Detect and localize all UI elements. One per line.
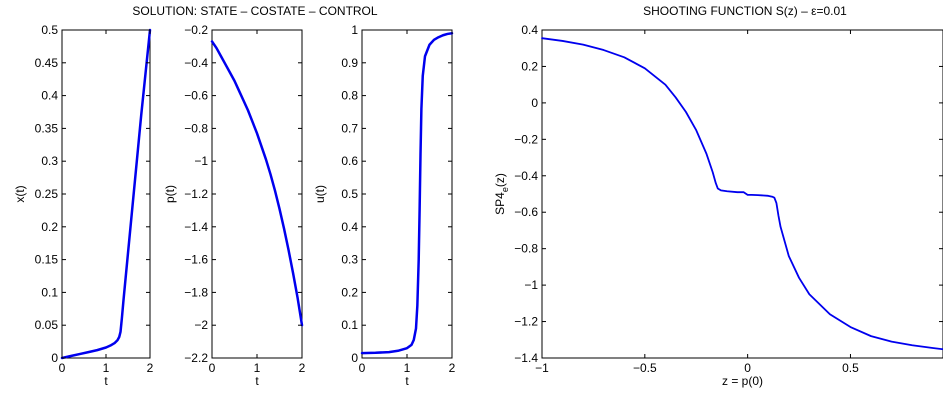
chart-3-x-axis-label: z = p(0) bbox=[722, 374, 763, 388]
chart-3-y-tick-label: −0.4 bbox=[514, 169, 538, 183]
chart-0-y-tick-label: 0.25 bbox=[35, 187, 59, 201]
chart-1-axes-frame bbox=[211, 29, 303, 359]
chart-3-series-0-line bbox=[541, 37, 943, 351]
chart-2-y-tick-label: 0.5 bbox=[341, 187, 358, 201]
chart-0-y-tick-label: 0.15 bbox=[35, 253, 59, 267]
chart-3-y-tick-label: −0.2 bbox=[514, 132, 538, 146]
chart-1-y-tick-label: −1 bbox=[194, 154, 208, 168]
chart-2-y-tick-label: 0.9 bbox=[341, 56, 358, 70]
chart-3-y-axis-label: SP4e(z) bbox=[493, 173, 510, 215]
chart-0-x-tick-label: 1 bbox=[103, 361, 110, 375]
chart-3-y-tick-label: −0.6 bbox=[514, 205, 538, 219]
chart-2-series-0-line bbox=[360, 32, 454, 355]
chart-0-y-tick-label: 0.1 bbox=[41, 285, 58, 299]
chart-3-y-axis-label-suffix: (z) bbox=[493, 173, 507, 187]
chart-0-x-tick-label: 2 bbox=[147, 361, 154, 375]
chart-3-x-tick-label: −1 bbox=[535, 361, 549, 375]
chart-1-y-tick-label: −2.2 bbox=[184, 351, 208, 365]
state-subplot: 0 1 2 0 0.05 0.1 0.15 0.2 0.25 0.3 0.35 0.4 0.45 0.5 t… bbox=[13, 23, 154, 388]
costate-subplot: 0 1 2 −2.2 −2 −1.8 −1.6 −1.4 −1.2 −1 −0.8 −0.6 −0.4 −… bbox=[163, 23, 306, 388]
chart-2-y-tick-label: 0.8 bbox=[341, 89, 358, 103]
chart-3-y-tick-label: −1 bbox=[524, 278, 538, 292]
chart-2-x-tick-label: 1 bbox=[404, 361, 411, 375]
chart-1-y-axis-label: p(t) bbox=[163, 185, 177, 203]
chart-1-y-tick-label: −0.4 bbox=[184, 56, 208, 70]
chart-1-x-tick-label: 1 bbox=[254, 361, 261, 375]
shooting-function-subplot: −1 −0.5 0 0.5 −1.4 −1.2 −1 −0.8 −0.6 −0.4 −0.2 0 0.2… bbox=[493, 23, 943, 388]
chart-1-x-tick-label: 0 bbox=[209, 361, 216, 375]
chart-2-y-tick-label: 0.2 bbox=[341, 285, 358, 299]
chart-2-y-tick-label: 0.3 bbox=[341, 253, 358, 267]
chart-2-x-axis-label: t bbox=[405, 374, 409, 388]
chart-0-y-tick-label: 0.35 bbox=[35, 121, 59, 135]
chart-3-axes-frame bbox=[541, 29, 943, 359]
chart-3-y-axis-label-subscript: e bbox=[500, 187, 510, 192]
chart-1-y-tick-label: −1.2 bbox=[184, 187, 208, 201]
chart-1-y-tick-label: −1.4 bbox=[184, 220, 208, 234]
chart-0-y-tick-label: 0.45 bbox=[35, 56, 59, 70]
left-figure-title: SOLUTION: STATE – COSTATE – CONTROL bbox=[132, 4, 377, 18]
chart-0-series-0-line bbox=[60, 28, 152, 360]
chart-0-y-tick-label: 0.4 bbox=[41, 89, 58, 103]
chart-0-y-tick-label: 0 bbox=[51, 351, 58, 365]
chart-1-y-tick-label: −1.6 bbox=[184, 253, 208, 267]
chart-0-y-tick-label: 0.3 bbox=[41, 154, 58, 168]
right-figure-title: SHOOTING FUNCTION S(z) – ε=0.01 bbox=[643, 4, 847, 18]
chart-2-y-tick-label: 0 bbox=[351, 351, 358, 365]
chart-0-y-tick-label: 0.05 bbox=[35, 318, 59, 332]
chart-1-x-tick-label: 2 bbox=[299, 361, 306, 375]
chart-0-y-tick-label: 0.2 bbox=[41, 220, 58, 234]
chart-2-axes-frame bbox=[361, 29, 453, 359]
chart-2-y-tick-label: 0.4 bbox=[341, 220, 358, 234]
chart-2-y-tick-label: 0.1 bbox=[341, 318, 358, 332]
chart-0-y-axis-label: x(t) bbox=[13, 185, 27, 202]
chart-0-axes-frame bbox=[61, 29, 151, 359]
chart-3-y-tick-label: −1.4 bbox=[514, 351, 538, 365]
chart-3-y-tick-label: 0.2 bbox=[521, 59, 538, 73]
chart-0-x-axis-label: t bbox=[104, 374, 108, 388]
chart-3-x-tick-label: −0.5 bbox=[633, 361, 657, 375]
chart-3-x-tick-label: 0.5 bbox=[842, 361, 859, 375]
chart-1-y-tick-label: −0.8 bbox=[184, 121, 208, 135]
chart-1-series-0-line bbox=[210, 40, 304, 327]
chart-3-y-tick-label: −0.8 bbox=[514, 242, 538, 256]
chart-2-y-tick-label: 1 bbox=[351, 23, 358, 37]
chart-3-y-tick-label: −1.2 bbox=[514, 315, 538, 329]
chart-1-y-tick-label: −0.6 bbox=[184, 89, 208, 103]
chart-3-y-tick-label: 0 bbox=[531, 96, 538, 110]
chart-1-y-tick-label: −0.2 bbox=[184, 23, 208, 37]
chart-3-y-tick-label: 0.4 bbox=[521, 23, 538, 37]
chart-0-y-tick-label: 0.5 bbox=[41, 23, 58, 37]
chart-2-x-tick-label: 0 bbox=[359, 361, 366, 375]
chart-1-y-tick-label: −1.8 bbox=[184, 285, 208, 299]
chart-1-y-tick-label: −2 bbox=[194, 318, 208, 332]
chart-2-y-tick-label: 0.7 bbox=[341, 121, 358, 135]
chart-2-y-tick-label: 0.6 bbox=[341, 154, 358, 168]
chart-3-x-tick-label: 0 bbox=[744, 361, 751, 375]
chart-2-x-tick-label: 2 bbox=[449, 361, 456, 375]
chart-1-x-axis-label: t bbox=[255, 374, 259, 388]
chart-3-y-axis-label-main: SP4 bbox=[493, 192, 507, 215]
chart-2-y-axis-label: u(t) bbox=[313, 185, 327, 203]
chart-0-x-tick-label: 0 bbox=[59, 361, 66, 375]
